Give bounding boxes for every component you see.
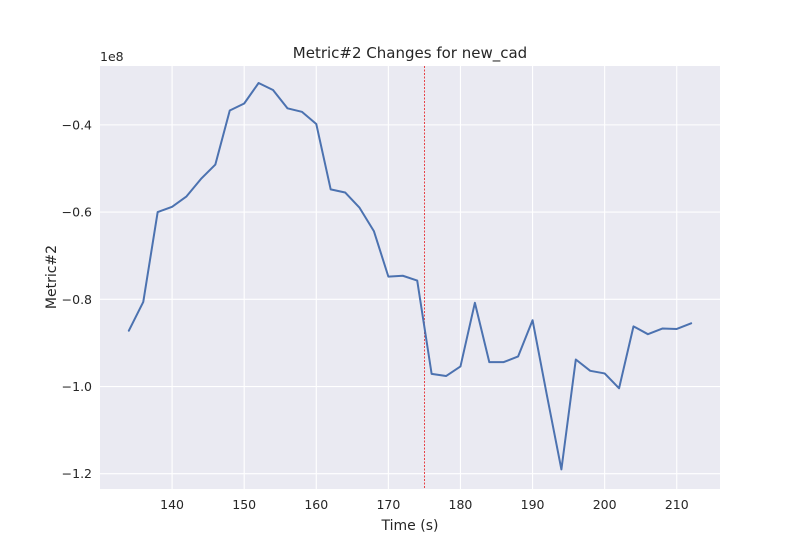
y-axis-offset-label: 1e8 xyxy=(100,49,124,64)
y-axis-ticks: −1.2 −1.0 −0.8 −0.6 −0.4 xyxy=(62,117,92,481)
data-point xyxy=(214,163,216,166)
data-point xyxy=(632,325,635,327)
data-point xyxy=(315,123,317,125)
x-tick-label: 200 xyxy=(593,497,617,512)
data-point xyxy=(604,372,606,375)
data-point xyxy=(272,89,274,91)
data-point xyxy=(200,178,202,180)
data-point xyxy=(402,275,404,277)
x-tick-label: 140 xyxy=(160,497,184,512)
x-tick-label: 160 xyxy=(304,497,328,512)
data-point xyxy=(589,370,591,372)
y-tick-label: −1.2 xyxy=(62,466,92,481)
data-point xyxy=(431,373,433,375)
data-point xyxy=(157,211,159,213)
data-point xyxy=(690,322,692,324)
x-tick-label: 190 xyxy=(521,497,545,512)
data-point xyxy=(128,330,130,332)
x-tick-label: 170 xyxy=(376,497,400,512)
data-point xyxy=(301,111,303,113)
data-point xyxy=(661,327,663,330)
data-point xyxy=(358,207,361,209)
chart-title: Metric#2 Changes for new_cad xyxy=(293,44,527,63)
data-point xyxy=(387,276,389,278)
data-point xyxy=(560,468,562,470)
data-point xyxy=(618,387,620,389)
data-point xyxy=(243,102,245,105)
data-point xyxy=(171,206,173,208)
y-tick-label: −0.8 xyxy=(62,292,92,307)
data-point xyxy=(373,230,375,232)
data-point xyxy=(531,319,534,321)
x-tick-label: 180 xyxy=(449,497,473,512)
y-tick-label: −1.0 xyxy=(62,379,92,394)
y-tick-label: −0.4 xyxy=(62,117,92,132)
data-point xyxy=(229,109,231,112)
series-layer xyxy=(127,82,693,471)
data-point xyxy=(185,195,188,197)
data-point xyxy=(575,358,577,361)
data-point xyxy=(459,365,462,368)
data-point xyxy=(503,361,505,363)
data-point xyxy=(330,188,332,191)
data-point xyxy=(676,328,678,330)
x-tick-label: 150 xyxy=(232,497,256,512)
data-point xyxy=(142,301,144,303)
data-point xyxy=(517,355,519,358)
x-axis-ticks: 140 150 160 170 180 190 200 210 xyxy=(160,497,689,512)
data-point xyxy=(286,107,289,109)
data-point xyxy=(546,395,548,397)
data-point xyxy=(258,82,260,84)
x-tick-label: 210 xyxy=(665,497,689,512)
series-line xyxy=(127,82,693,471)
data-point xyxy=(647,333,649,335)
data-point xyxy=(344,191,346,194)
data-point xyxy=(488,361,490,363)
data-point xyxy=(445,375,447,377)
y-tick-label: −0.6 xyxy=(62,205,92,220)
y-axis-label: Metric#2 xyxy=(44,245,60,309)
data-point xyxy=(474,302,476,304)
x-axis-label: Time (s) xyxy=(381,518,439,534)
data-point xyxy=(416,279,418,282)
